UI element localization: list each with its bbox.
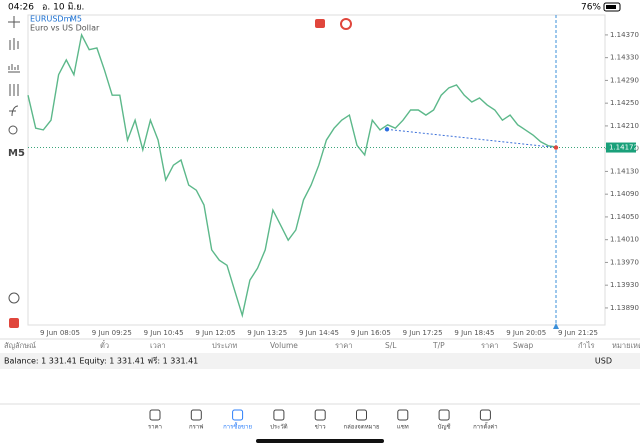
tab-label[interactable]: แชท [397,424,409,431]
currency: USD [595,357,612,366]
status-time: 04:26 [8,3,34,13]
indicators-icon[interactable] [8,64,20,73]
battery-fill [606,5,616,9]
crosshair-icon[interactable] [8,16,20,28]
chart-description: Euro vs US Dollar [30,24,100,33]
table-header: หมายเหตุ [612,341,640,350]
x-tick-label: 9 Jun 17:25 [403,329,443,337]
y-tick-label: 1.13890 [610,304,639,312]
current-price-box [606,142,636,153]
y-tick-label: 1.13970 [610,258,639,266]
settings-icon[interactable] [9,84,19,96]
tab-label[interactable]: ประวัติ [270,424,288,431]
x-tick-label: 9 Jun 10:45 [144,329,184,337]
trendline [386,128,557,149]
tab-label[interactable]: การตั้งค่า [473,421,497,431]
chart-symbol[interactable]: EURUSDm [30,15,72,24]
toolbar-timeframe[interactable]: M5 [8,148,25,159]
x-tick-label: 9 Jun 21:25 [558,329,598,337]
x-tick-label: 9 Jun 12:05 [195,329,235,337]
table-header: กำไร [578,341,595,350]
chart-frame [27,14,606,326]
flag-icon [315,19,325,28]
tab-icon[interactable] [190,409,202,421]
table-header: S/L [385,341,397,350]
tab-label[interactable]: ราคา [148,424,162,431]
x-tick-label: 9 Jun 20:05 [506,329,546,337]
x-tick-label: 9 Jun 09:25 [92,329,132,337]
x-tick-label: 9 Jun 16:05 [351,329,391,337]
tab-label[interactable]: กราฟ [189,424,203,431]
balance-row [0,353,640,369]
x-tick-label: 9 Jun 08:05 [40,329,80,337]
tab-label[interactable]: การซื้อขาย [223,421,252,431]
y-tick-label: 1.14010 [610,236,639,244]
tab-icon[interactable] [479,409,491,421]
table-header: ตั๋ว [100,340,109,350]
tab-icon[interactable] [314,409,326,421]
chart-timeframe[interactable]: M5 [70,15,82,24]
current-price-label: 1.14172 [609,144,638,152]
app-icon[interactable] [9,318,19,328]
y-tick-label: 1.13930 [610,281,639,289]
y-tick-label: 1.14290 [610,76,639,84]
y-tick-label: 1.14050 [610,213,639,221]
objects-icon[interactable] [8,125,18,135]
tab-icon[interactable] [397,409,409,421]
left-toolbar [8,16,20,304]
candles-icon[interactable] [9,38,19,50]
price-line [27,32,557,319]
table-header: ราคา [335,341,352,350]
table-header: ประเภท [212,341,237,350]
tab-icon[interactable] [273,409,285,421]
table-header: Swap [513,341,533,350]
tab-label[interactable]: กล่องจดหมาย [343,424,379,431]
table-header: ราคา [481,341,498,350]
tab-icon[interactable] [232,409,244,421]
function-icon[interactable] [9,105,19,117]
x-tick-label: 9 Jun 13:25 [247,329,287,337]
y-tick-label: 1.14130 [610,167,639,175]
y-tick-label: 1.14250 [610,99,639,107]
battery-icon [603,2,621,12]
x-tick-label: 9 Jun 14:45 [299,329,339,337]
y-tick-label: 1.14370 [610,31,639,39]
home-indicator [256,439,384,443]
table-header: Volume [270,341,298,350]
tab-icon[interactable] [438,409,450,421]
y-tick-label: 1.14210 [610,122,639,130]
tab-label[interactable]: บัญชี [438,423,451,431]
y-tick-label: 1.14330 [610,54,639,62]
tab-icon[interactable] [356,409,367,421]
trendline-end [553,145,559,150]
tab-icon[interactable] [149,409,161,421]
y-tick-label: 1.14090 [610,190,639,198]
flag-icon [340,18,352,30]
x-tick-label: 9 Jun 18:45 [454,329,494,337]
cursor-marker [553,323,559,329]
table-header: สัญลักษณ์ [4,341,36,350]
timer-icon[interactable] [8,292,20,304]
trendline-start [384,127,390,132]
balance-text: Balance: 1 331.41 Equity: 1 331.41 ฟรี: … [4,357,198,366]
table-header: T/P [432,341,445,350]
status-date: อ. 10 มิ.ย. [42,2,84,13]
tab-label[interactable]: ข่าว [315,424,326,431]
table-header: เวลา [150,341,166,350]
battery-level: 76% [581,3,601,13]
